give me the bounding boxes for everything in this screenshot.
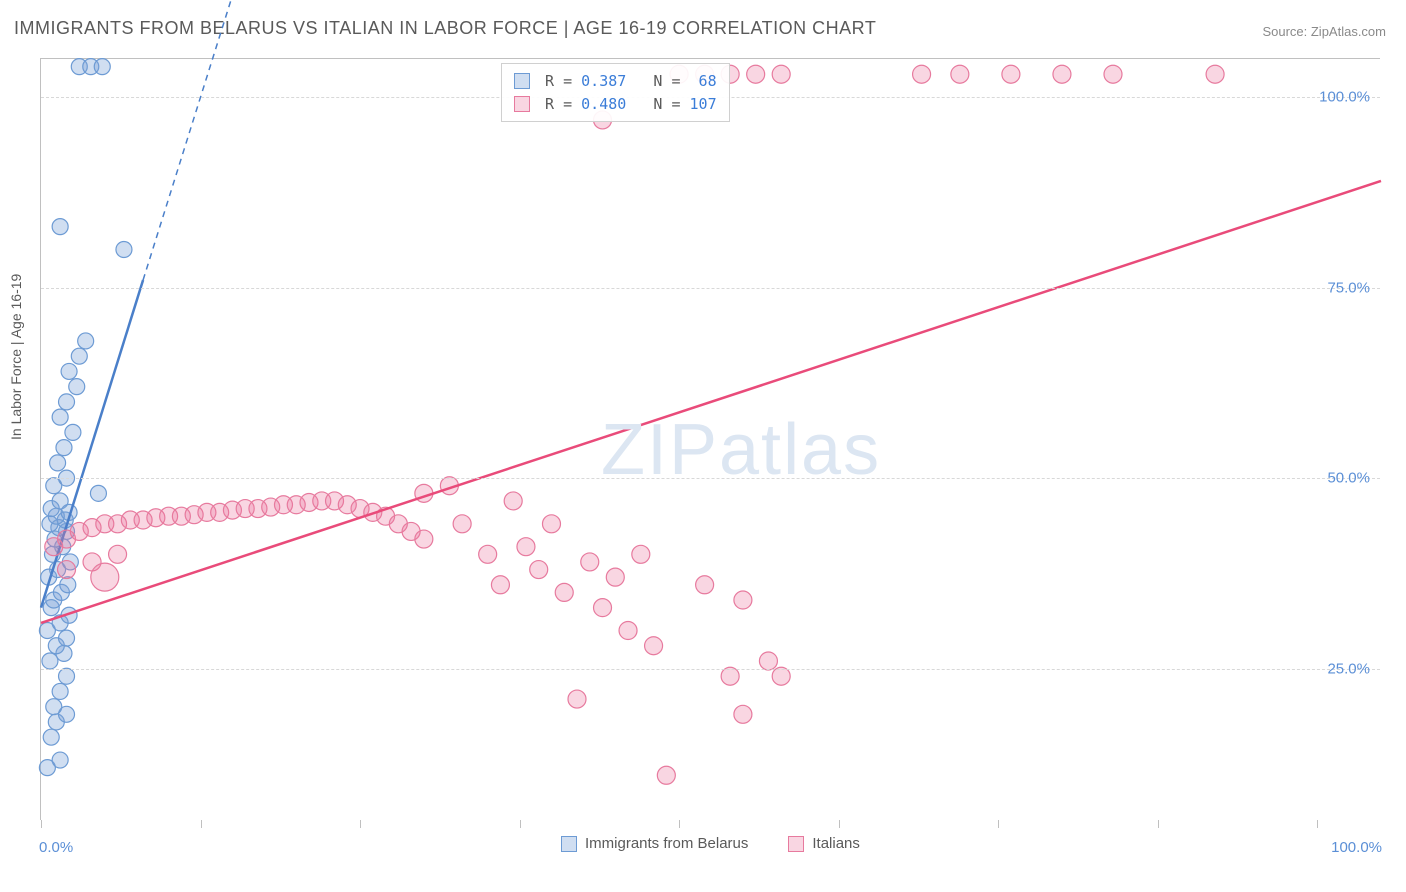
data-point-italians <box>1002 65 1020 83</box>
data-point-italians <box>759 652 777 670</box>
data-point-belarus <box>59 668 75 684</box>
y-tick-label: 25.0% <box>1327 660 1370 677</box>
legend-item-italians: Italians <box>788 835 860 852</box>
data-point-italians <box>491 576 509 594</box>
data-point-belarus <box>46 699 62 715</box>
data-point-italians <box>530 561 548 579</box>
data-point-belarus <box>116 242 132 258</box>
x-tick <box>998 820 999 828</box>
gridline <box>41 288 1380 289</box>
x-tick-label-end: 100.0% <box>1331 839 1382 856</box>
x-tick <box>1158 820 1159 828</box>
data-point-italians <box>542 515 560 533</box>
x-tick <box>360 820 361 828</box>
chart-title: IMMIGRANTS FROM BELARUS VS ITALIAN IN LA… <box>14 18 876 39</box>
data-point-italians <box>555 583 573 601</box>
x-tick <box>839 820 840 828</box>
data-point-italians <box>1206 65 1224 83</box>
legend-label-italians: Italians <box>812 835 860 852</box>
stats-text-belarus: R = 0.387 N = 68 <box>536 70 717 93</box>
data-point-italians <box>58 561 76 579</box>
data-point-italians <box>568 690 586 708</box>
data-point-italians <box>606 568 624 586</box>
source-name: ZipAtlas.com <box>1311 24 1386 39</box>
x-tick <box>679 820 680 828</box>
legend-label-belarus: Immigrants from Belarus <box>585 835 748 852</box>
data-point-belarus <box>90 485 106 501</box>
data-point-italians <box>913 65 931 83</box>
y-tick-label: 50.0% <box>1327 470 1370 487</box>
data-point-italians <box>734 591 752 609</box>
data-point-italians <box>479 545 497 563</box>
data-point-italians <box>696 576 714 594</box>
data-point-italians <box>657 766 675 784</box>
stats-row-italians: R = 0.480 N = 107 <box>514 93 717 116</box>
data-point-italians <box>951 65 969 83</box>
x-tick <box>41 820 42 828</box>
data-point-italians <box>632 545 650 563</box>
legend-swatch-italians <box>788 836 804 852</box>
gridline <box>41 669 1380 670</box>
source-attribution: Source: ZipAtlas.com <box>1262 24 1386 39</box>
data-point-italians <box>415 530 433 548</box>
source-label: Source: <box>1262 24 1310 39</box>
y-tick-label: 100.0% <box>1319 89 1370 106</box>
data-point-italians <box>1053 65 1071 83</box>
data-point-italians <box>453 515 471 533</box>
data-point-belarus <box>78 333 94 349</box>
data-point-italians <box>504 492 522 510</box>
data-point-italians <box>109 545 127 563</box>
y-axis-label: In Labor Force | Age 16-19 <box>8 274 24 440</box>
x-tick <box>520 820 521 828</box>
data-point-belarus <box>50 455 66 471</box>
data-point-italians <box>1104 65 1122 83</box>
data-point-italians <box>517 538 535 556</box>
data-point-italians <box>594 599 612 617</box>
data-point-belarus <box>65 424 81 440</box>
data-point-belarus <box>59 630 75 646</box>
data-point-belarus <box>52 752 68 768</box>
data-point-belarus <box>69 379 85 395</box>
stats-row-belarus: R = 0.387 N = 68 <box>514 70 717 93</box>
x-tick <box>1317 820 1318 828</box>
data-point-belarus <box>56 440 72 456</box>
x-tick-label-start: 0.0% <box>39 839 73 856</box>
chart-canvas <box>41 59 1380 820</box>
data-point-italians <box>721 667 739 685</box>
legend-swatch-belarus <box>561 836 577 852</box>
data-point-belarus <box>52 493 68 509</box>
stats-text-italians: R = 0.480 N = 107 <box>536 93 717 116</box>
swatch-italians <box>514 96 530 112</box>
data-point-italians <box>91 563 119 591</box>
data-point-italians <box>619 622 637 640</box>
data-point-italians <box>772 65 790 83</box>
data-point-italians <box>581 553 599 571</box>
stats-legend-box: R = 0.387 N = 68 R = 0.480 N = 107 <box>501 63 730 122</box>
bottom-legend: Immigrants from Belarus Italians <box>561 835 860 852</box>
data-point-belarus <box>60 577 76 593</box>
data-point-belarus <box>52 409 68 425</box>
trendline-italians <box>41 181 1381 623</box>
data-point-belarus <box>43 729 59 745</box>
data-point-belarus <box>94 59 110 75</box>
scatter-chart: ZIPatlas 25.0%50.0%75.0%100.0%0.0%100.0%… <box>40 58 1380 820</box>
legend-item-belarus: Immigrants from Belarus <box>561 835 748 852</box>
gridline <box>41 478 1380 479</box>
swatch-belarus <box>514 73 530 89</box>
data-point-belarus <box>59 394 75 410</box>
data-point-italians <box>772 667 790 685</box>
x-tick <box>201 820 202 828</box>
data-point-italians <box>747 65 765 83</box>
data-point-belarus <box>71 348 87 364</box>
data-point-italians <box>734 705 752 723</box>
data-point-belarus <box>61 363 77 379</box>
data-point-belarus <box>52 219 68 235</box>
data-point-belarus <box>52 683 68 699</box>
data-point-italians <box>645 637 663 655</box>
y-tick-label: 75.0% <box>1327 279 1370 296</box>
trendline-extrapolated-belarus <box>143 0 258 280</box>
data-point-belarus <box>42 653 58 669</box>
